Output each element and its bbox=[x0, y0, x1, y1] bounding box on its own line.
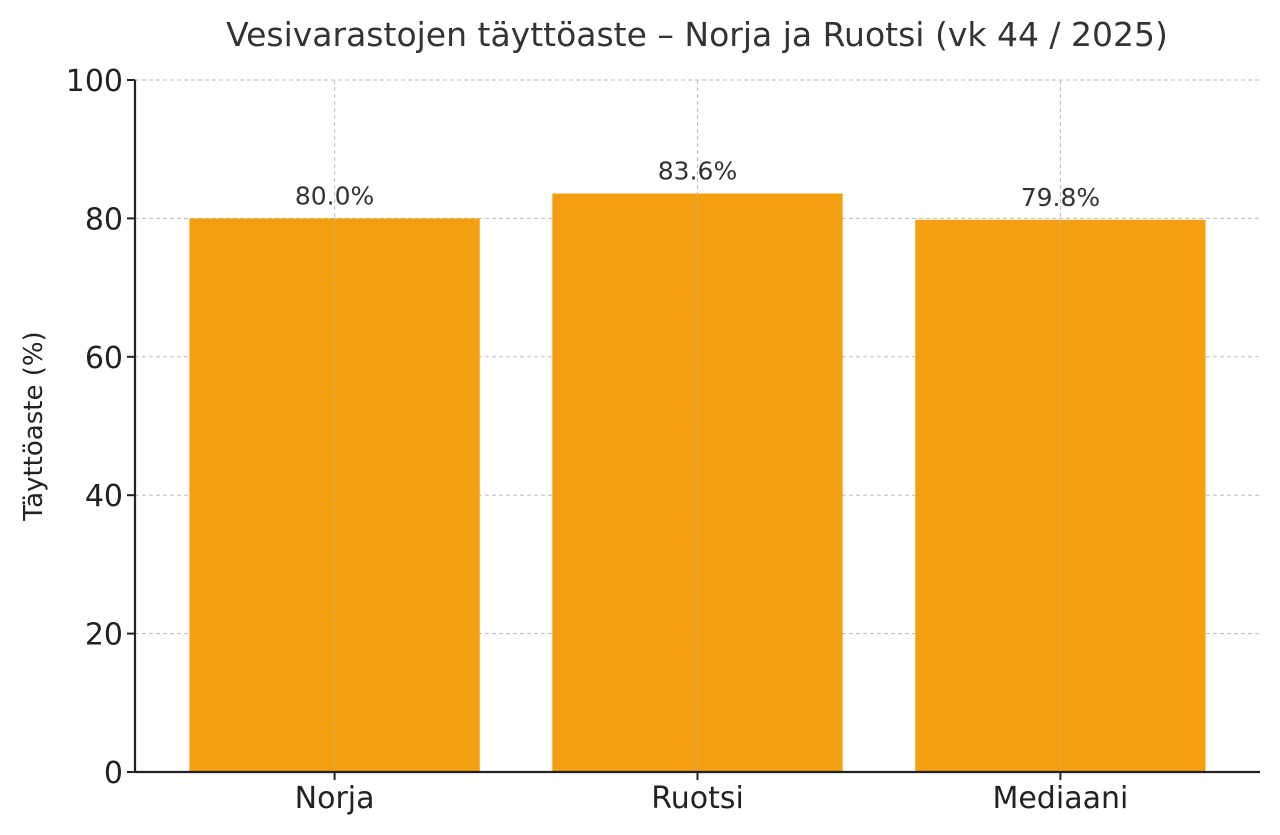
y-tick-label: 80 bbox=[85, 202, 123, 237]
chart-title: Vesivarastojen täyttöaste – Norja ja Ruo… bbox=[226, 15, 1168, 54]
labels: 0 20 40 60 80 100 Norja Ruotsi Mediaani 80.0% 83.6… bbox=[66, 64, 1129, 816]
bars bbox=[189, 193, 1206, 772]
bar-value-label: 80.0% bbox=[295, 181, 374, 210]
x-tick-label: Mediaani bbox=[992, 781, 1128, 816]
y-tick-label: 40 bbox=[85, 479, 123, 514]
y-tick-label: 100 bbox=[66, 64, 123, 99]
y-tick-label: 20 bbox=[85, 618, 123, 653]
x-tick-label: Norja bbox=[295, 781, 375, 816]
y-tick-label: 60 bbox=[85, 341, 123, 376]
axes bbox=[127, 79, 1260, 780]
y-axis-label: Täyttöaste (%) bbox=[19, 331, 49, 521]
x-tick-label: Ruotsi bbox=[651, 781, 744, 816]
bar-value-label: 79.8% bbox=[1021, 183, 1100, 212]
bar-value-label: 83.6% bbox=[658, 156, 737, 185]
y-tick-label: 0 bbox=[104, 756, 123, 791]
